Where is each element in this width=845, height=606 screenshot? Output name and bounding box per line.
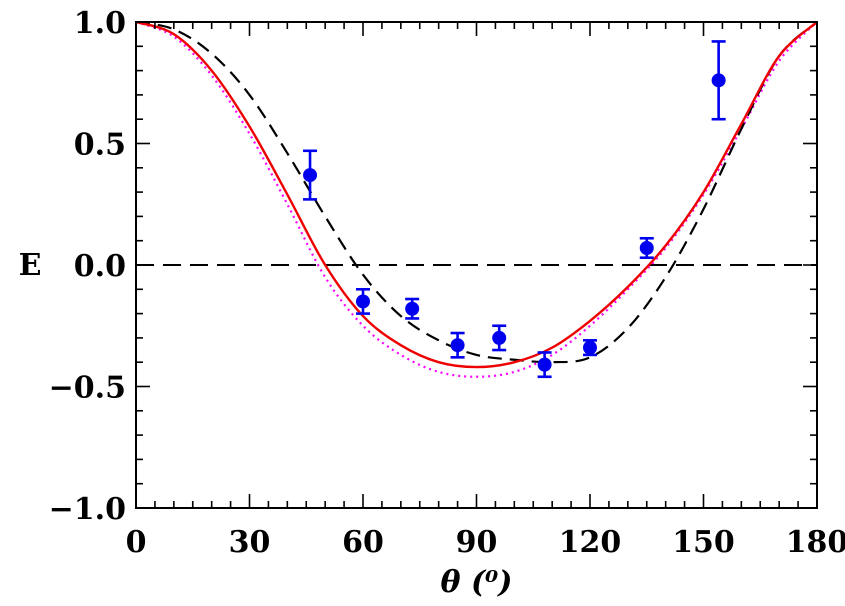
series-line-red-solid bbox=[136, 22, 817, 369]
x-tick-label: 0 bbox=[126, 525, 147, 560]
data-marker bbox=[583, 340, 597, 355]
data-point bbox=[405, 297, 420, 320]
x-tick-label: 60 bbox=[342, 525, 384, 560]
data-point bbox=[537, 351, 552, 379]
data-point bbox=[356, 287, 370, 315]
data-point bbox=[711, 40, 726, 121]
y-tick-labels: 1.0 0.5 0.0 −0.5 −1.0 bbox=[49, 6, 126, 527]
series-line-black-dashed bbox=[136, 22, 817, 364]
data-point bbox=[639, 236, 654, 260]
plot-frame bbox=[135, 21, 818, 509]
series-line-magenta-dotted bbox=[136, 22, 817, 378]
plot-area bbox=[136, 22, 817, 379]
data-point bbox=[303, 149, 318, 201]
data-point bbox=[492, 324, 507, 352]
x-tick-label: 180 bbox=[786, 525, 845, 560]
y-tick-label: 0.5 bbox=[74, 128, 126, 163]
data-marker bbox=[303, 168, 318, 183]
data-point bbox=[450, 331, 465, 359]
x-tick-label: 150 bbox=[672, 525, 735, 560]
data-marker bbox=[711, 73, 726, 88]
data-marker bbox=[356, 294, 370, 309]
data-marker bbox=[450, 338, 465, 353]
y-tick-label: 0.0 bbox=[74, 249, 126, 284]
y-tick-label: 1.0 bbox=[74, 6, 126, 41]
data-marker bbox=[639, 240, 654, 255]
y-tick-label: −1.0 bbox=[49, 492, 126, 527]
y-axis-label: E bbox=[19, 248, 42, 283]
x-tick-label: 90 bbox=[456, 525, 498, 560]
x-tick-label: 30 bbox=[229, 525, 271, 560]
data-marker bbox=[537, 357, 552, 372]
data-marker bbox=[405, 301, 420, 316]
data-marker bbox=[492, 330, 507, 345]
y-tick-label: −0.5 bbox=[49, 371, 126, 406]
x-axis-label: θ (⁰) bbox=[441, 565, 513, 600]
x-tick-label: 120 bbox=[559, 525, 622, 560]
data-point bbox=[583, 339, 597, 357]
x-tick-labels: 0 30 60 90 120 150 180 bbox=[126, 525, 845, 560]
